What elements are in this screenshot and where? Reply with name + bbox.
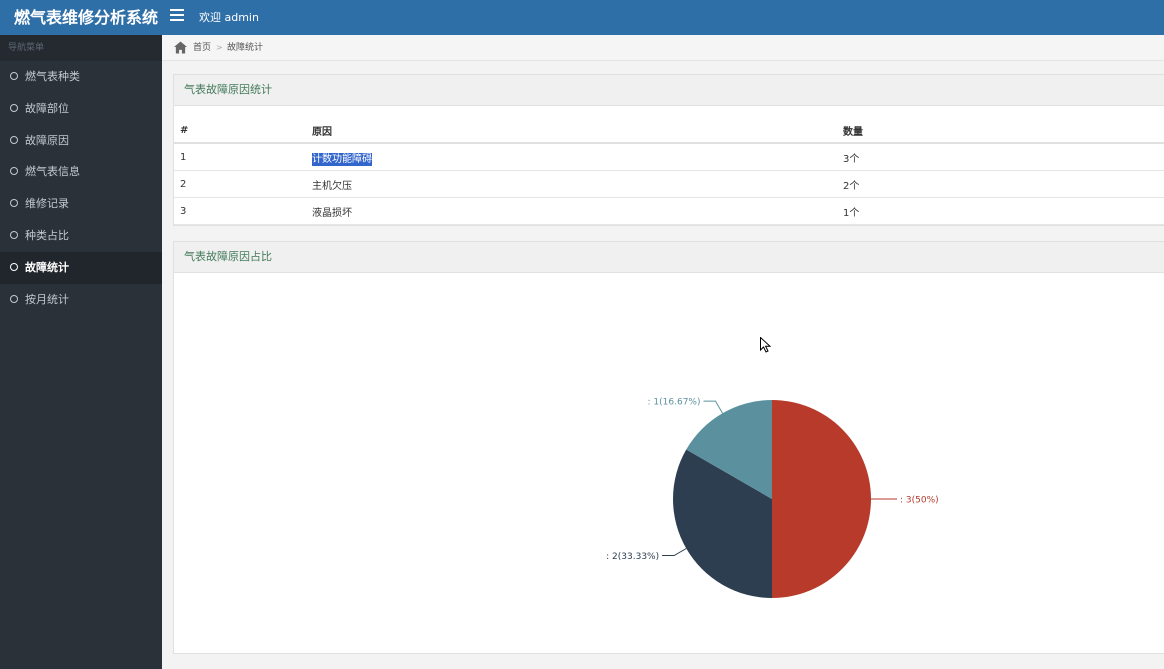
row-count: 2个 — [837, 170, 1164, 198]
sidebar-header: 导航菜单 — [0, 35, 162, 61]
pie-slice-2[interactable] — [686, 400, 772, 499]
welcome-text: 欢迎 admin — [199, 11, 259, 24]
circle-icon — [10, 230, 18, 239]
circle-icon — [10, 135, 18, 144]
circle-icon — [10, 294, 18, 303]
sidebar-item-label: 维修记录 — [25, 197, 69, 211]
home-icon[interactable] — [174, 41, 187, 54]
sidebar-item-label: 燃气表信息 — [25, 165, 80, 179]
sidebar-item-fault-parts[interactable]: 故障部位 — [0, 93, 162, 125]
row-count: 1个 — [837, 197, 1164, 225]
pie-chart: : 3(50%) : 2(33.33%) : 1(16.67%) — [606, 398, 939, 599]
sidebar-item-monthly-stats[interactable]: 按月统计 — [0, 284, 162, 316]
mouse-cursor-icon — [760, 337, 772, 353]
selected-text: 计数功能障碍 — [312, 152, 372, 166]
sidebar-item-fault-stats[interactable]: 故障统计 — [0, 251, 162, 284]
circle-icon — [10, 103, 18, 112]
column-header-count: 数量 — [837, 118, 1164, 144]
top-bar: 燃气表维修分析系统 欢迎 admin — [0, 0, 1164, 35]
menu-toggle-icon[interactable] — [170, 9, 184, 23]
sidebar-item-label: 故障部位 — [25, 101, 69, 115]
pie-label-0: : 3(50%) — [900, 496, 939, 506]
column-header-cause: 原因 — [306, 118, 837, 144]
column-header-index: # — [174, 118, 306, 144]
panel-title: 气表故障原因统计 — [174, 75, 1164, 106]
panel-title: 气表故障原因占比 — [174, 242, 1164, 273]
table-header-row: # 原因 数量 — [174, 118, 1164, 144]
circle-icon — [10, 199, 18, 208]
sidebar-item-fault-causes[interactable]: 故障原因 — [0, 125, 162, 157]
pie-label-line-1 — [662, 548, 687, 556]
breadcrumb-separator: > — [216, 43, 223, 52]
breadcrumb-home-link[interactable]: 首页 — [193, 43, 212, 53]
table-row: 1 计数功能障碍 3个 — [174, 143, 1164, 171]
row-index: 2 — [174, 170, 306, 198]
row-cause: 液晶损坏 — [306, 197, 837, 225]
table-row: 2 主机欠压 2个 — [174, 170, 1164, 198]
circle-icon — [10, 167, 18, 176]
sidebar-item-label: 种类占比 — [25, 228, 69, 242]
row-index: 3 — [174, 197, 306, 225]
sidebar-item-label: 燃气表种类 — [25, 70, 80, 83]
sidebar-item-meter-types[interactable]: 燃气表种类 — [0, 61, 162, 93]
sidebar-item-meter-info[interactable]: 燃气表信息 — [0, 156, 162, 188]
pie-label-2: : 1(16.67%) — [648, 398, 701, 408]
row-cause: 主机欠压 — [306, 170, 837, 198]
sidebar-item-repair-records[interactable]: 维修记录 — [0, 188, 162, 220]
pie-slice-1[interactable] — [673, 449, 772, 599]
breadcrumb-current: 故障统计 — [227, 43, 264, 53]
circle-icon — [10, 72, 18, 80]
pie-label-line-2 — [703, 400, 723, 414]
row-index: 1 — [174, 143, 306, 171]
table-row: 3 液晶损坏 1个 — [174, 197, 1164, 225]
app-title: 燃气表维修分析系统 — [14, 8, 159, 27]
sidebar-item-label: 按月统计 — [25, 292, 69, 306]
fault-cause-chart-panel: 气表故障原因占比 : 3(50%) : 2(33.33%) : 1(16.67%) — [173, 241, 1164, 654]
pie-label-1: : 2(33.33%) — [606, 552, 659, 562]
sidebar-item-type-ratio[interactable]: 种类占比 — [0, 220, 162, 252]
sidebar: 导航菜单 燃气表种类 故障部位 故障原因 燃气表信息 维修记录 种类占比 故障统… — [0, 35, 162, 669]
sidebar-item-label: 故障统计 — [25, 260, 69, 274]
row-cause: 计数功能障碍 — [306, 143, 837, 171]
breadcrumb: 首页 > 故障统计 — [162, 35, 1164, 61]
fault-cause-table-panel: 气表故障原因统计 # 原因 数量 1 计数功能障碍 3个 2 主机欠压 2个 3… — [173, 74, 1164, 226]
pie-slice-0[interactable] — [772, 400, 871, 598]
row-count: 3个 — [837, 143, 1164, 171]
circle-icon — [10, 262, 18, 271]
fault-cause-table: # 原因 数量 1 计数功能障碍 3个 2 主机欠压 2个 3 液晶损坏 1个 — [174, 118, 1164, 225]
sidebar-item-label: 故障原因 — [25, 133, 69, 147]
